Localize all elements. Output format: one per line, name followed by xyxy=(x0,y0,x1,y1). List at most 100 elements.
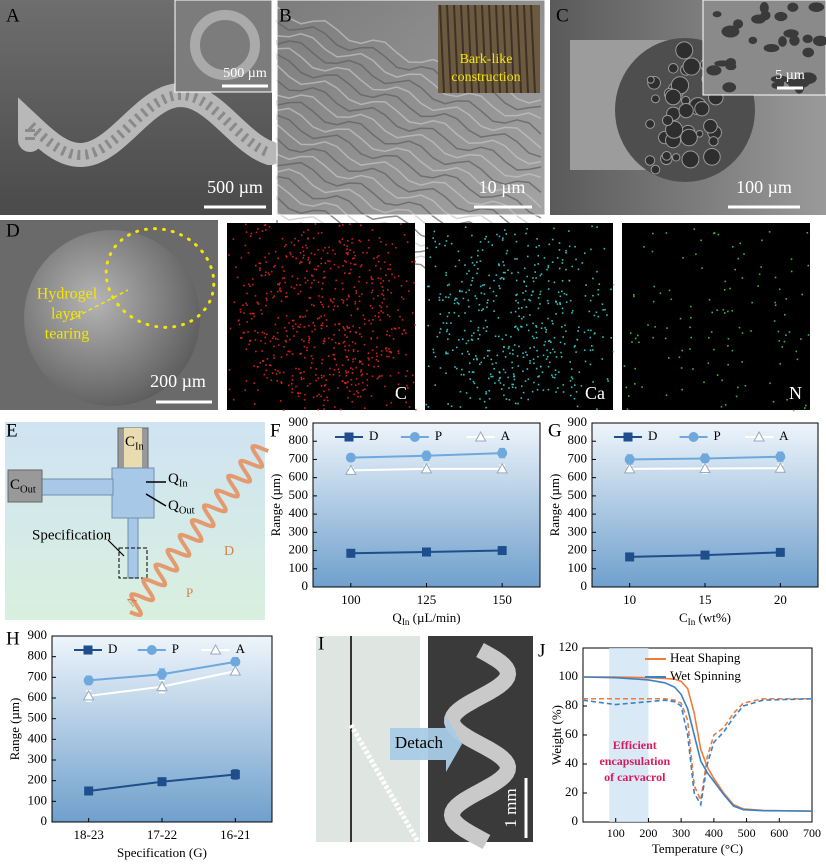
eds-dot xyxy=(625,386,628,389)
eds-dot xyxy=(245,380,248,382)
eds-dot xyxy=(737,257,740,260)
eds-dot xyxy=(792,409,795,412)
eds-dot xyxy=(499,382,502,384)
eds-dot xyxy=(322,342,325,345)
eds-dot xyxy=(322,282,324,285)
bark-texture xyxy=(523,4,529,94)
eds-dot xyxy=(446,315,449,318)
eds-dot xyxy=(346,356,349,358)
eds-dot xyxy=(268,252,270,255)
eds-dot xyxy=(524,351,527,354)
pore xyxy=(646,75,655,84)
eds-dot xyxy=(523,281,526,283)
bark-texture xyxy=(460,4,466,94)
eds-dot xyxy=(386,314,389,316)
y-tick-label: 800 xyxy=(568,432,588,447)
eds-dot xyxy=(276,290,279,293)
eds-dot xyxy=(413,282,415,284)
eds-dot xyxy=(348,326,351,329)
eds-dot xyxy=(490,358,493,361)
eds-dot xyxy=(501,338,504,341)
eds-dot xyxy=(517,402,519,405)
eds-dot xyxy=(388,355,390,358)
y-tick-label: 800 xyxy=(28,648,48,663)
eds-dot xyxy=(546,355,549,358)
eds-dot xyxy=(347,349,350,352)
eds-dot xyxy=(375,264,377,267)
eds-dot xyxy=(380,306,383,309)
eds-dot xyxy=(265,261,267,263)
eds-dot xyxy=(318,316,321,319)
eds-dot xyxy=(257,332,259,334)
eds-dot xyxy=(366,384,369,387)
marker xyxy=(420,462,433,474)
eds-dot xyxy=(588,310,591,313)
eds-dot xyxy=(306,346,308,349)
eds-dot xyxy=(667,357,670,359)
eds-dot xyxy=(281,277,284,280)
eds-dot xyxy=(324,276,326,279)
eds-dot xyxy=(345,355,348,358)
eds-dot xyxy=(344,349,347,351)
eds-dot xyxy=(301,338,303,341)
eds-dot xyxy=(387,268,389,270)
eds-dot xyxy=(300,352,302,355)
eds-dot xyxy=(513,378,516,381)
legend-marker xyxy=(474,430,487,442)
eds-dot xyxy=(512,349,514,352)
eds-dot xyxy=(341,364,344,366)
eds-dot xyxy=(265,297,268,300)
eds-dot xyxy=(299,262,301,265)
eds-dot xyxy=(336,387,339,389)
eds-dot xyxy=(276,380,279,382)
eds-dot xyxy=(547,302,550,305)
eds-dot xyxy=(255,350,257,353)
eds-dot xyxy=(292,255,294,258)
eds-dot xyxy=(525,324,528,326)
eds-dot xyxy=(511,367,514,369)
eds-dot xyxy=(325,379,327,381)
bark-texture xyxy=(509,4,515,94)
eds-dot xyxy=(562,336,564,338)
eds-dot xyxy=(279,287,281,290)
eds-dot xyxy=(553,227,555,230)
eds-dot xyxy=(351,372,354,374)
eds-dot xyxy=(380,350,383,352)
eds-dot xyxy=(571,377,574,380)
legend-marker xyxy=(83,645,93,655)
eds-dot xyxy=(475,355,477,357)
y-tick-label: 0 xyxy=(581,578,588,593)
eds-dot xyxy=(478,303,481,306)
eds-dot xyxy=(517,302,519,304)
marker xyxy=(83,675,94,686)
eds-dot xyxy=(727,310,729,313)
panel-label: C xyxy=(556,5,569,26)
eds-dot xyxy=(384,385,386,388)
eds-dot xyxy=(553,281,556,284)
eds-dot xyxy=(774,304,777,307)
eds-dot xyxy=(273,354,275,357)
eds-dot xyxy=(668,289,671,292)
eds-dot xyxy=(377,277,380,280)
eds-dot xyxy=(346,327,349,329)
eds-dot xyxy=(580,385,583,387)
eds-dot xyxy=(374,315,377,317)
eds-dot xyxy=(287,350,290,353)
eds-dot xyxy=(788,331,791,333)
eds-dot xyxy=(284,339,287,342)
eds-dot xyxy=(303,326,306,328)
eds-dot xyxy=(251,312,254,315)
eds-dot xyxy=(270,379,273,382)
eds-dot xyxy=(549,351,552,354)
eds-dot xyxy=(568,279,571,282)
eds-dot xyxy=(328,246,330,249)
eds-dot xyxy=(427,285,429,288)
eds-dot xyxy=(486,355,489,357)
eds-dot xyxy=(489,373,492,376)
eds-dot xyxy=(463,373,465,376)
legend-label: P xyxy=(714,428,721,443)
eds-dot xyxy=(403,234,406,236)
eds-dot xyxy=(293,335,295,337)
eds-dot xyxy=(570,368,573,370)
x-axis-label: CIn (wt%) xyxy=(679,610,731,627)
